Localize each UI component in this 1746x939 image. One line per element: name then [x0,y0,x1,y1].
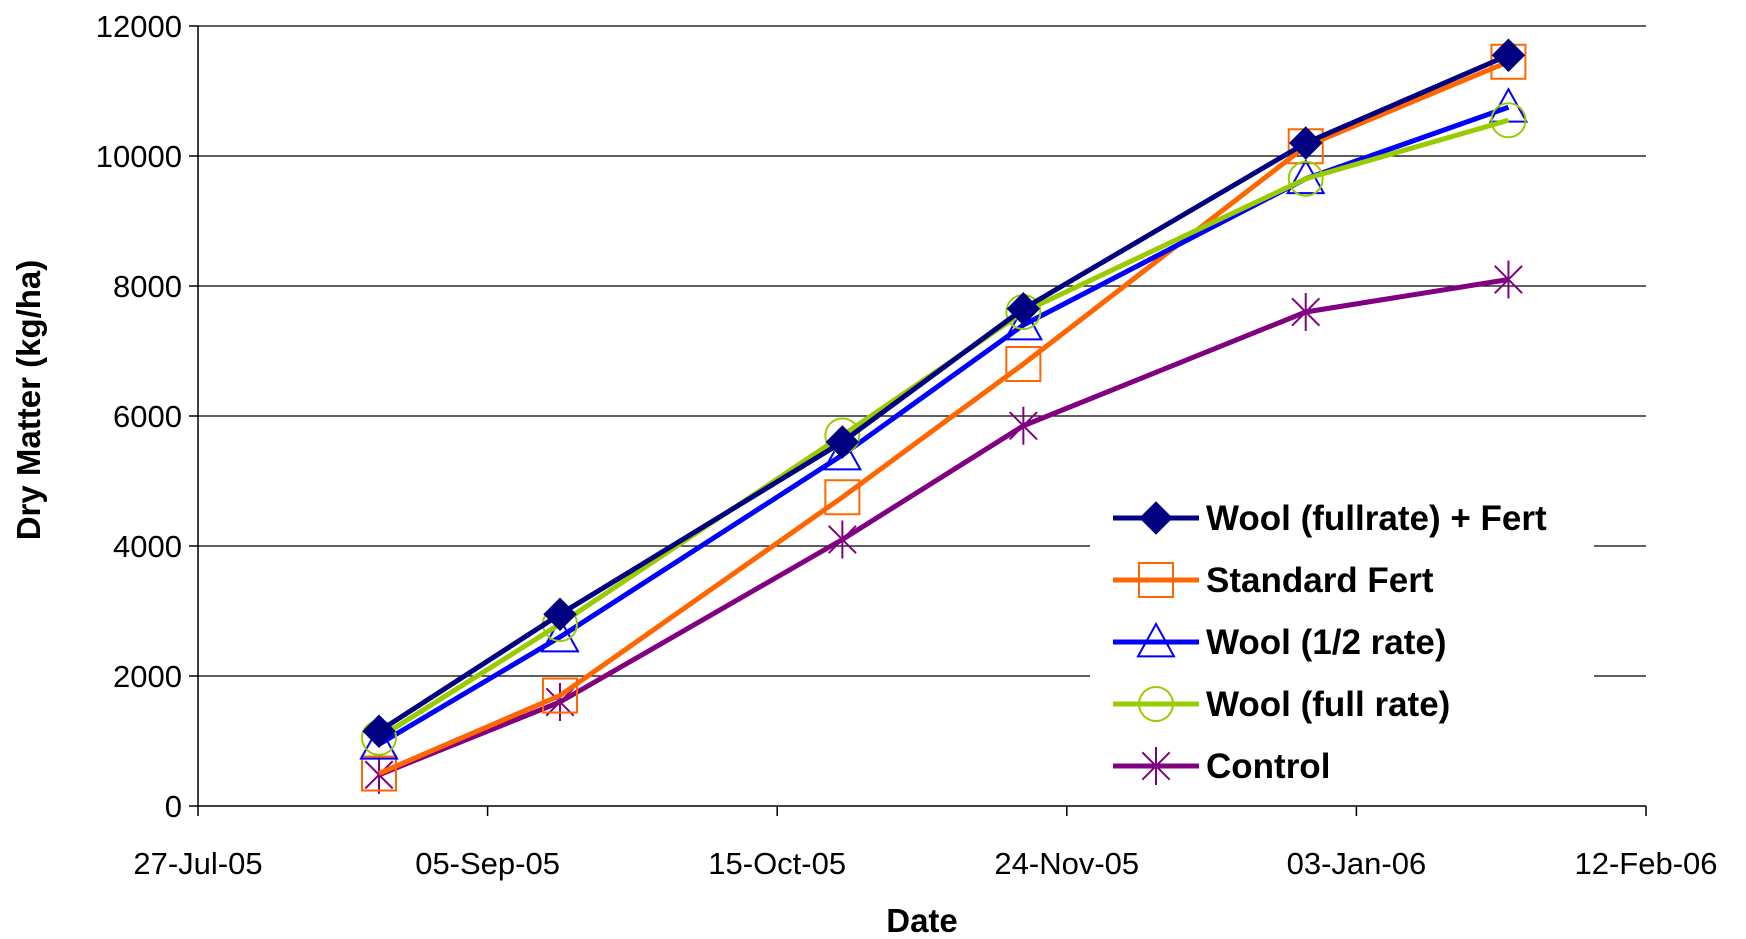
data-point [542,677,578,714]
y-tick-label: 10000 [96,139,182,174]
data-point [1490,102,1527,139]
x-tick-label: 24-Nov-05 [994,846,1139,881]
data-point [364,755,394,794]
legend-item: Wool (fullrate) + Fert [1113,499,1547,538]
y-tick-label: 4000 [113,529,182,564]
data-point [1005,346,1042,382]
data-point [540,616,580,653]
legend-marker [1141,747,1171,785]
series-layer [359,38,1529,794]
data-point [362,714,396,748]
x-axis-ticks: 27-Jul-05 05-Sep-05 15-Oct-05 24-Nov-05 03-J… [133,806,1718,881]
y-axis-title: Dry Matter (kg/ha) [10,260,47,541]
legend-label: Standard Fert [1206,561,1434,600]
series-line [378,59,1510,776]
x-axis-title: Date [886,902,958,939]
y-tick-label: 8000 [113,269,182,304]
series-2 [361,43,1527,792]
data-point [1488,87,1529,123]
y-tick-label: 12000 [96,9,182,44]
data-point [1003,304,1044,341]
y-tick-label: 6000 [113,399,182,434]
data-point [822,434,863,471]
legend-label: Wool (1/2 rate) [1206,623,1447,662]
data-point [1291,293,1321,331]
legend-item: Wool (full rate) [1113,685,1450,724]
series-5 [364,260,1523,794]
data-point [1006,292,1041,326]
data-point [361,755,397,792]
legend-marker [1138,562,1174,598]
x-tick-label: 03-Jan-06 [1287,846,1427,881]
legend-label: Wool (full rate) [1206,685,1450,724]
data-point [1289,126,1323,160]
data-point [359,724,399,760]
data-point [825,425,860,459]
y-tick-label: 0 [165,789,182,824]
data-point [545,683,575,721]
legend-item: Control [1113,747,1330,786]
data-point [1008,406,1038,445]
legend-item: Standard Fert [1113,561,1434,600]
x-tick-label: 15-Oct-05 [708,846,846,881]
legend-item: Wool (1/2 rate) [1113,621,1447,662]
x-tick-label: 12-Feb-06 [1574,846,1717,881]
x-tick-label: 05-Sep-05 [415,846,560,881]
data-point [827,520,857,559]
data-point [543,597,577,631]
data-point [1491,38,1526,72]
y-axis-ticks: 0 2000 4000 6000 8000 10000 12000 [96,9,198,824]
legend-label: Wool (fullrate) + Fert [1206,499,1547,538]
legend: Wool (fullrate) + Fert Standard Fert Wool … [1090,493,1594,803]
series-line [378,277,1509,778]
legend-marker [1138,686,1174,722]
legend-label: Control [1206,747,1330,786]
data-point [1287,160,1324,197]
data-point [1494,260,1523,299]
series-1 [362,38,1526,748]
legend-marker [1136,621,1176,658]
data-point [824,479,861,516]
legend-marker [1139,501,1173,535]
x-tick-label: 27-Jul-05 [133,846,262,881]
series-line [377,52,1510,734]
y-tick-label: 2000 [113,659,182,694]
legend-box [1090,493,1594,803]
